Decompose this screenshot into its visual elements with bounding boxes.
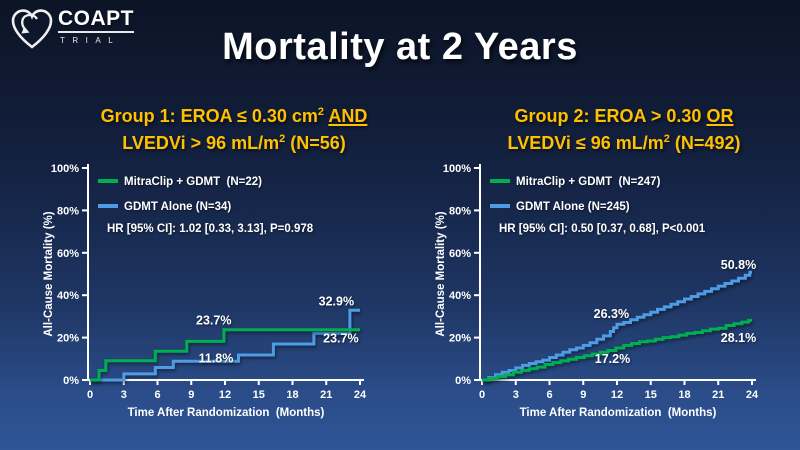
x-tick-label: 9	[580, 389, 586, 401]
y-tick-label: 40%	[57, 290, 79, 302]
x-tick-label: 21	[712, 389, 724, 401]
group2-criteria2: LVEDVi ≤ 96 mL/m	[507, 133, 664, 153]
hr-ci-text: HR [95% CI]: 1.02 [0.33, 3.13], P=0.978	[107, 223, 314, 235]
logo-text: COAPT TRIAL	[58, 8, 134, 45]
slide-title: Mortality at 2 Years	[222, 26, 578, 68]
group2-superscript2: 2	[663, 133, 670, 145]
x-tick-label: 6	[546, 389, 552, 401]
group1-superscript1: 2	[317, 106, 325, 118]
group2-criteria: Group 2: EROA > 0.30	[514, 106, 702, 126]
x-tick-label: 24	[746, 389, 759, 401]
x-tick-label: 3	[513, 389, 519, 401]
data-label: 32.9%	[319, 295, 354, 309]
legend-label-mitraclip: MitraClip + GDMT (N=247)	[516, 176, 661, 188]
data-label: 23.7%	[323, 332, 358, 346]
y-tick-label: 20%	[449, 333, 471, 345]
y-axis-title: All-Cause Mortality (%)	[435, 211, 447, 336]
data-label: 11.8%	[199, 351, 234, 365]
chart-group2: 0 3 6 9 12 15 18 21 24 0% 20% 40% 60% 80% 100% Time Aft…	[435, 163, 759, 419]
legend-label-mitraclip: MitraClip + GDMT (N=22)	[124, 176, 262, 188]
legend-label-gdmt-alone: GDMT Alone (N=245)	[516, 201, 630, 213]
logo-subtitle: TRIAL	[60, 36, 121, 45]
y-tick-label: 100%	[443, 163, 471, 175]
x-tick-label: 0	[479, 389, 485, 401]
series-curve-gdmt-alone	[90, 308, 360, 382]
series-curve-gdmt-alone	[482, 270, 752, 382]
x-tick-label: 12	[611, 389, 623, 401]
x-tick-label: 18	[286, 389, 298, 401]
group1-criteria: Group 1: EROA ≤ 0.30 cm	[100, 106, 318, 126]
logo-title: COAPT	[58, 8, 134, 33]
y-tick-label: 40%	[449, 290, 471, 302]
group1-conjunction: AND	[328, 106, 368, 126]
legend-label-gdmt-alone: GDMT Alone (N=34)	[124, 201, 231, 213]
group2-conjunction: OR	[706, 106, 734, 126]
heart-arrow-icon	[11, 9, 53, 49]
data-label: 17.2%	[595, 352, 630, 366]
data-label: 50.8%	[721, 258, 756, 272]
x-tick-label: 24	[354, 389, 367, 401]
group1-header: Group 1: EROA ≤ 0.30 cm2 AND LVEDVi > 96…	[58, 101, 410, 155]
series-curve-mitraclip	[90, 328, 360, 382]
group1-header-line1: Group 1: EROA ≤ 0.30 cm2 AND	[58, 101, 410, 128]
coapt-logo: COAPT TRIAL	[10, 8, 134, 52]
chart-group1: 0 3 6 9 12 15 18 21 24 0% 20% 40% 60% 80% 100% Time Aft…	[43, 163, 367, 419]
x-axis-title: Time After Randomization (Months)	[520, 407, 717, 419]
y-tick-label: 0%	[455, 375, 471, 387]
group2-header-line1: Group 2: EROA > 0.30 OR	[448, 101, 800, 128]
x-tick-label: 15	[253, 389, 265, 401]
x-tick-label: 0	[87, 389, 93, 401]
group1-superscript2: 2	[279, 133, 286, 145]
hr-ci-text: HR [95% CI]: 0.50 [0.37, 0.68], P<0.001	[499, 223, 706, 235]
x-tick-label: 9	[188, 389, 194, 401]
x-tick-label: 6	[154, 389, 160, 401]
y-tick-label: 80%	[449, 205, 471, 217]
group2-header-line2: LVEDVi ≤ 96 mL/m2 (N=492)	[448, 128, 800, 155]
x-tick-label: 12	[219, 389, 231, 401]
y-tick-label: 100%	[51, 163, 79, 175]
group1-header-line2: LVEDVi > 96 mL/m2 (N=56)	[58, 128, 410, 155]
y-tick-label: 20%	[57, 333, 79, 345]
y-tick-label: 0%	[63, 375, 79, 387]
y-axis-title: All-Cause Mortality (%)	[43, 211, 55, 336]
group2-n: (N=492)	[669, 133, 741, 153]
x-tick-label: 21	[320, 389, 332, 401]
x-axis-title: Time After Randomization (Months)	[128, 407, 325, 419]
group1-criteria2: LVEDVi > 96 mL/m	[122, 133, 280, 153]
data-label: 28.1%	[721, 331, 756, 345]
y-tick-label: 60%	[449, 248, 471, 260]
data-label: 23.7%	[196, 314, 231, 328]
series-curve-mitraclip	[482, 318, 752, 382]
x-tick-label: 3	[121, 389, 127, 401]
y-tick-label: 60%	[57, 248, 79, 260]
data-label: 26.3%	[594, 307, 629, 321]
x-tick-label: 15	[645, 389, 657, 401]
y-tick-label: 80%	[57, 205, 79, 217]
x-tick-label: 18	[678, 389, 690, 401]
group1-n: (N=56)	[285, 133, 346, 153]
group2-header: Group 2: EROA > 0.30 OR LVEDVi ≤ 96 mL/m…	[448, 101, 800, 155]
